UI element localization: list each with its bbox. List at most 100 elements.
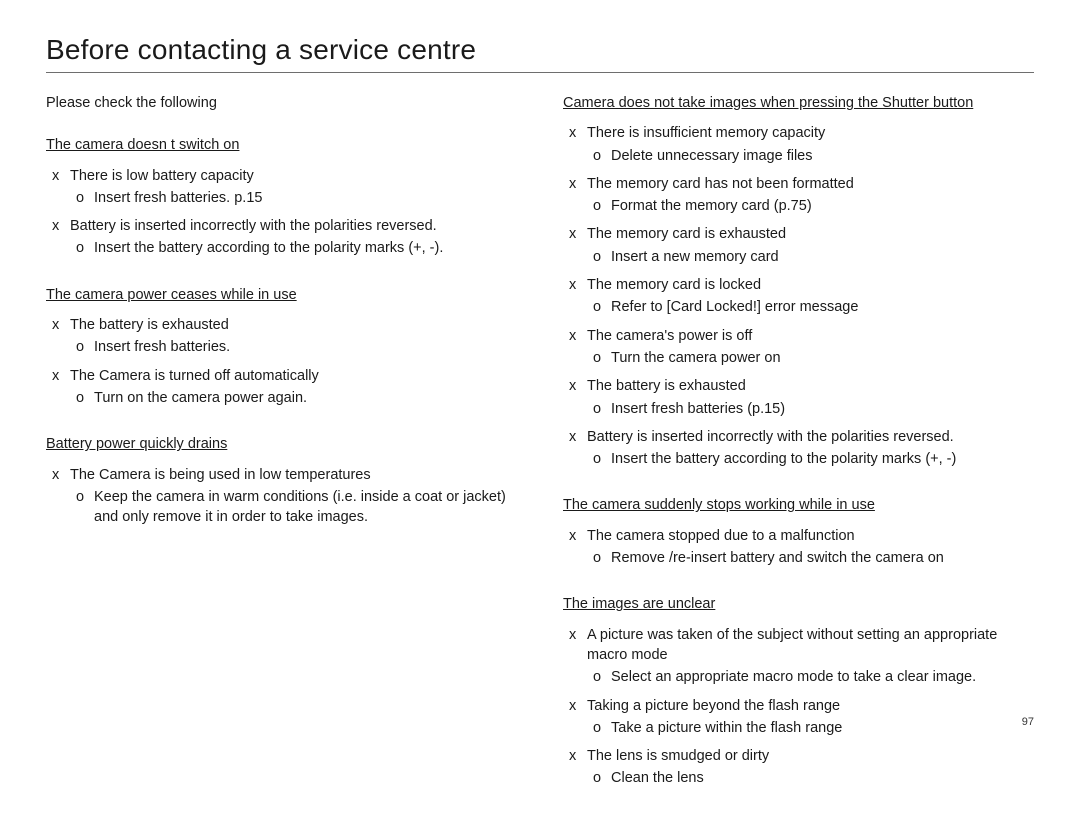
cause-row: xTaking a picture beyond the flash range <box>563 696 1034 716</box>
solution-bullet: o <box>593 449 611 469</box>
cause-row: x Battery is inserted incorrectly with t… <box>46 216 517 236</box>
trouble-pair: xThere is insufficient memory capacity o… <box>563 123 1034 166</box>
cause-bullet: x <box>569 625 587 666</box>
trouble-pair: x The Camera is turned off automatically… <box>46 366 517 409</box>
section: The images are unclear xA picture was ta… <box>563 594 1034 788</box>
cause-bullet: x <box>569 427 587 447</box>
right-column: Camera does not take images when pressin… <box>563 93 1034 815</box>
cause-bullet: x <box>52 465 70 485</box>
cause-row: xBattery is inserted incorrectly with th… <box>563 427 1034 447</box>
trouble-pair: xA picture was taken of the subject with… <box>563 625 1034 688</box>
cause-bullet: x <box>569 224 587 244</box>
solution-text: Turn the camera power on <box>611 348 781 368</box>
cause-text: A picture was taken of the subject witho… <box>587 625 1034 666</box>
cause-text: The camera's power is off <box>587 326 752 346</box>
solution-text: Insert the battery according to the pola… <box>611 449 956 469</box>
trouble-pair: x The battery is exhausted o Insert fres… <box>46 315 517 358</box>
intro-text: Please check the following <box>46 93 517 113</box>
cause-text: The memory card is exhausted <box>587 224 786 244</box>
solution-text: Refer to [Card Locked!] error message <box>611 297 858 317</box>
solution-row: o Insert fresh batteries. <box>46 337 517 357</box>
solution-text: Keep the camera in warm conditions (i.e.… <box>94 487 517 528</box>
cause-text: The memory card has not been formatted <box>587 174 854 194</box>
cause-row: xThe memory card has not been formatted <box>563 174 1034 194</box>
page-number: 97 <box>1022 716 1034 728</box>
trouble-pair: xThe memory card has not been formatted … <box>563 174 1034 217</box>
solution-bullet: o <box>76 238 94 258</box>
cause-row: x There is low battery capacity <box>46 166 517 186</box>
cause-text: The camera stopped due to a malfunction <box>587 526 855 546</box>
cause-row: xThere is insufficient memory capacity <box>563 123 1034 143</box>
cause-bullet: x <box>569 275 587 295</box>
cause-text: The battery is exhausted <box>70 315 229 335</box>
trouble-pair: xThe camera stopped due to a malfunction… <box>563 526 1034 569</box>
solution-bullet: o <box>593 247 611 267</box>
cause-row: xThe camera's power is off <box>563 326 1034 346</box>
cause-text: There is insufficient memory capacity <box>587 123 825 143</box>
cause-row: xA picture was taken of the subject with… <box>563 625 1034 666</box>
solution-row: o Insert the battery according to the po… <box>46 238 517 258</box>
cause-bullet: x <box>52 166 70 186</box>
cause-bullet: x <box>569 376 587 396</box>
trouble-pair: xThe memory card is locked oRefer to [Ca… <box>563 275 1034 318</box>
cause-bullet: x <box>569 746 587 766</box>
solution-row: oDelete unnecessary image files <box>563 146 1034 166</box>
solution-text: Turn on the camera power again. <box>94 388 307 408</box>
cause-row: x The Camera is being used in low temper… <box>46 465 517 485</box>
cause-text: There is low battery capacity <box>70 166 254 186</box>
solution-text: Insert the battery according to the pola… <box>94 238 443 258</box>
solution-row: oInsert the battery according to the pol… <box>563 449 1034 469</box>
solution-bullet: o <box>593 196 611 216</box>
solution-text: Insert fresh batteries (p.15) <box>611 399 785 419</box>
cause-text: The Camera is being used in low temperat… <box>70 465 371 485</box>
page-title: Before contacting a service centre <box>46 34 1034 73</box>
cause-bullet: x <box>52 216 70 236</box>
section: The camera suddenly stops working while … <box>563 495 1034 568</box>
cause-row: x The battery is exhausted <box>46 315 517 335</box>
cause-text: Battery is inserted incorrectly with the… <box>70 216 437 236</box>
cause-bullet: x <box>569 326 587 346</box>
solution-text: Insert fresh batteries. <box>94 337 230 357</box>
cause-text: Taking a picture beyond the flash range <box>587 696 840 716</box>
solution-row: oClean the lens <box>563 768 1034 788</box>
solution-bullet: o <box>76 337 94 357</box>
cause-row: xThe camera stopped due to a malfunction <box>563 526 1034 546</box>
solution-bullet: o <box>593 297 611 317</box>
trouble-pair: x Battery is inserted incorrectly with t… <box>46 216 517 259</box>
cause-bullet: x <box>569 526 587 546</box>
solution-row: oFormat the memory card (p.75) <box>563 196 1034 216</box>
cause-bullet: x <box>52 315 70 335</box>
solution-row: o Keep the camera in warm conditions (i.… <box>46 487 517 528</box>
cause-text: The memory card is locked <box>587 275 761 295</box>
solution-bullet: o <box>76 388 94 408</box>
cause-row: xThe lens is smudged or dirty <box>563 746 1034 766</box>
solution-bullet: o <box>593 399 611 419</box>
section-heading: The images are unclear <box>563 594 1034 614</box>
section-heading: The camera doesn t switch on <box>46 135 517 155</box>
solution-row: oRefer to [Card Locked!] error message <box>563 297 1034 317</box>
content-columns: Please check the following The camera do… <box>46 93 1034 815</box>
section-heading: The camera power ceases while in use <box>46 285 517 305</box>
cause-text: The Camera is turned off automatically <box>70 366 319 386</box>
solution-bullet: o <box>593 718 611 738</box>
solution-text: Format the memory card (p.75) <box>611 196 812 216</box>
cause-row: xThe battery is exhausted <box>563 376 1034 396</box>
cause-bullet: x <box>569 123 587 143</box>
section: The camera doesn t switch on x There is … <box>46 135 517 258</box>
cause-bullet: x <box>569 174 587 194</box>
cause-bullet: x <box>52 366 70 386</box>
trouble-pair: xThe battery is exhausted oInsert fresh … <box>563 376 1034 419</box>
solution-text: Take a picture within the flash range <box>611 718 842 738</box>
cause-row: x The Camera is turned off automatically <box>46 366 517 386</box>
section: Camera does not take images when pressin… <box>563 93 1034 469</box>
cause-text: The battery is exhausted <box>587 376 746 396</box>
solution-row: oTurn the camera power on <box>563 348 1034 368</box>
solution-bullet: o <box>593 548 611 568</box>
trouble-pair: xTaking a picture beyond the flash range… <box>563 696 1034 739</box>
manual-page: Before contacting a service centre Pleas… <box>0 0 1080 746</box>
solution-text: Insert fresh batteries. p.15 <box>94 188 262 208</box>
solution-row: oSelect an appropriate macro mode to tak… <box>563 667 1034 687</box>
section-heading: Camera does not take images when pressin… <box>563 93 1034 113</box>
solution-bullet: o <box>593 768 611 788</box>
solution-row: oTake a picture within the flash range <box>563 718 1034 738</box>
